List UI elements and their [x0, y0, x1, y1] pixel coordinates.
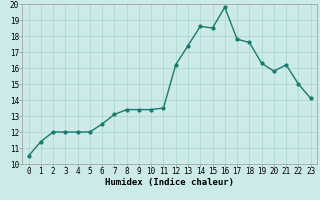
- X-axis label: Humidex (Indice chaleur): Humidex (Indice chaleur): [105, 178, 234, 187]
